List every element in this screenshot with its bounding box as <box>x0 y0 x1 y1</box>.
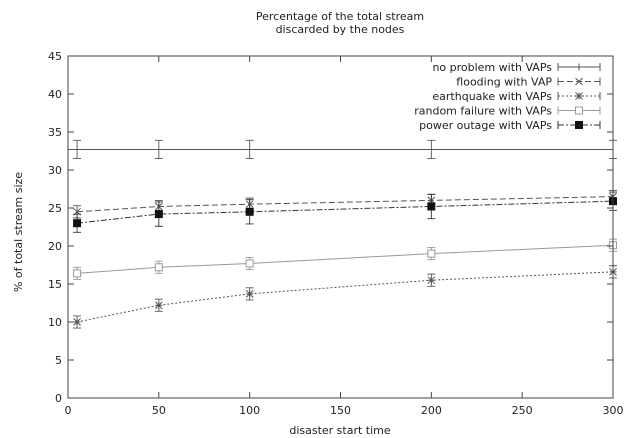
x-tick-label: 100 <box>239 404 260 417</box>
series-line <box>77 196 614 213</box>
chart-title-line-2: discarded by the nodes <box>276 23 405 36</box>
square-marker <box>73 269 82 278</box>
tick-marks <box>67 55 614 399</box>
star-marker <box>575 92 583 100</box>
series-1 <box>68 139 617 160</box>
legend-label: earthquake with VAPs <box>432 90 552 103</box>
star-marker <box>427 276 436 285</box>
legend-label: random failure with VAPs <box>414 105 552 118</box>
x-tick-label: 200 <box>421 404 442 417</box>
filled-square-marker <box>245 207 254 216</box>
legend-item: power outage with VAPs <box>419 119 601 132</box>
error-bar <box>73 139 82 160</box>
star-marker <box>154 301 163 310</box>
legend-errorbar-caps <box>557 106 601 115</box>
filled-square-marker <box>575 121 583 129</box>
series-layer <box>68 139 617 329</box>
legend: no problem with VAPs flooding with VAPear… <box>414 61 601 132</box>
filled-square-marker <box>154 210 163 219</box>
legend-label: no problem with VAPs <box>432 61 552 74</box>
y-tick-label: 5 <box>55 354 62 367</box>
legend-item: flooding with VAP <box>456 76 601 89</box>
series-3 <box>73 265 617 329</box>
y-tick-label: 10 <box>48 316 62 329</box>
legend-errorbar-caps <box>557 77 601 86</box>
x-tick-labels: 0 50 100 150 200 250 300 <box>65 404 624 417</box>
chart-title-line-1: Percentage of the total stream <box>256 10 424 23</box>
y-axis-label: % of total stream size <box>12 172 25 292</box>
legend-item: random failure with VAPs <box>414 105 601 118</box>
legend-errorbar-caps <box>557 121 601 129</box>
square-marker <box>154 263 163 272</box>
legend-item: earthquake with VAPs <box>432 90 601 103</box>
error-bar <box>427 139 436 160</box>
y-tick-label: 40 <box>48 88 62 101</box>
error-bar <box>245 139 254 160</box>
x-axis-label: disaster start time <box>289 424 391 437</box>
x-tick-label: 50 <box>152 404 166 417</box>
y-tick-label: 30 <box>48 164 62 177</box>
series-line <box>76 271 614 323</box>
legend-item: no problem with VAPs <box>432 61 601 74</box>
x-tick-label: 250 <box>512 404 533 417</box>
filled-square-marker <box>427 202 436 211</box>
x-marker <box>575 77 583 86</box>
series-2 <box>73 190 617 219</box>
series-5 <box>73 191 617 233</box>
x-tick-label: 0 <box>65 404 72 417</box>
legend-label: flooding with VAP <box>456 76 552 89</box>
square-marker <box>427 249 436 258</box>
star-marker <box>73 318 81 326</box>
y-tick-label: 25 <box>48 202 62 215</box>
y-tick-label: 45 <box>48 50 62 63</box>
y-tick-label: 35 <box>48 126 62 139</box>
series-4 <box>73 238 617 280</box>
x-tick-label: 150 <box>330 404 351 417</box>
error-bar <box>154 139 163 160</box>
legend-label: power outage with VAPs <box>419 119 552 132</box>
filled-square-marker <box>73 219 82 228</box>
y-tick-labels: 0 5 10 15 20 25 30 35 40 45 <box>48 50 62 405</box>
y-tick-label: 20 <box>48 240 62 253</box>
plus-marker <box>575 63 583 71</box>
star-marker <box>245 290 254 298</box>
y-tick-label: 15 <box>48 278 62 291</box>
legend-errorbar-caps <box>557 63 601 71</box>
square-marker <box>245 259 254 268</box>
x-tick-label: 300 <box>603 404 624 417</box>
square-marker <box>575 106 583 115</box>
legend-errorbar-caps <box>557 92 601 100</box>
y-tick-label: 0 <box>55 392 62 405</box>
